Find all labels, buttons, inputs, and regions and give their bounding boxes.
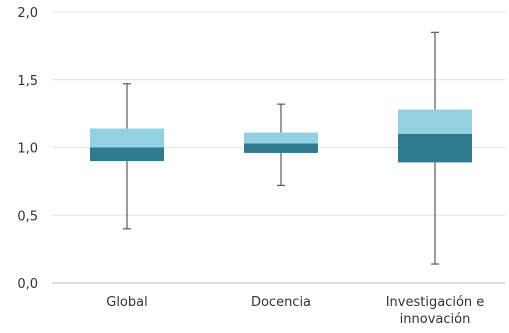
y-tick-label: 0,0 [17,277,38,292]
x-tick-label: Docencia [251,295,311,310]
x-axis: Global Docencia Investigación e innovación [52,282,505,327]
lower-box [244,143,318,153]
y-tick-label: 1,5 [17,74,38,89]
x-tick-label: innovación [400,312,471,327]
y-tick-label: 1,0 [17,142,38,157]
box-group [90,83,164,230]
upper-box [244,132,318,144]
y-axis: 0,0 0,5 1,0 1,5 2,0 [17,6,38,292]
box-group [398,31,472,265]
lower-box [398,133,472,163]
lower-box [90,147,164,162]
box-group [244,103,318,187]
upper-box [398,109,472,134]
x-tick-label: Investigación e [386,295,485,310]
y-tick-label: 2,0 [17,6,38,21]
y-tick-label: 0,5 [17,209,38,224]
x-tick-label: Global [106,295,147,310]
boxes-layer [90,31,472,265]
upper-box [90,128,164,148]
